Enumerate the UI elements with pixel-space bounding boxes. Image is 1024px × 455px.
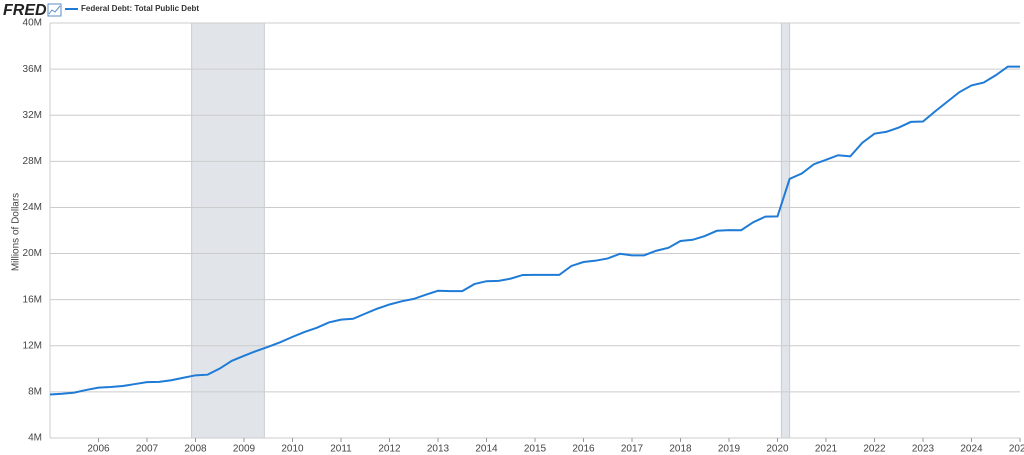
recession-band [780, 22, 791, 439]
y-tick-label: 40M [23, 18, 42, 29]
y-tick-label: 4M [28, 433, 42, 444]
logo-icon [47, 3, 62, 17]
x-tick-label: 2014 [475, 444, 498, 455]
y-tick-label: 12M [23, 340, 42, 351]
y-axis-label: Millions of Dollars [11, 193, 22, 271]
y-tick-label: 24M [23, 202, 42, 213]
x-tick-label: 2013 [427, 444, 450, 455]
y-tick-label: 16M [23, 294, 42, 305]
recession-band [191, 22, 265, 439]
y-tick-label: 28M [23, 156, 42, 167]
x-tick-label: 2010 [281, 444, 304, 455]
x-tick-label: 2016 [572, 444, 595, 455]
y-tick-label: 36M [23, 64, 42, 75]
x-tick-label: 2018 [669, 444, 692, 455]
x-tick-label: 2006 [87, 444, 110, 455]
y-tick-label: 20M [23, 248, 42, 259]
data-line [49, 65, 1021, 396]
x-tick-label: 2022 [863, 444, 886, 455]
x-tick-label: 2025 [1009, 444, 1024, 455]
x-tick-label: 2024 [960, 444, 983, 455]
y-tick-label: 32M [23, 110, 42, 121]
x-tick-label: 2012 [378, 444, 401, 455]
x-tick-label: 2019 [718, 444, 741, 455]
x-tick-label: 2009 [233, 444, 256, 455]
x-tick-label: 2007 [136, 444, 159, 455]
legend-label: Federal Debt: Total Public Debt [81, 4, 199, 13]
y-tick-label: 8M [28, 387, 42, 398]
logo: FRED [3, 2, 47, 19]
x-tick-label: 2015 [524, 444, 547, 455]
x-tick-label: 2017 [621, 444, 644, 455]
x-tick-label: 2011 [330, 444, 352, 455]
x-tick-label: 2023 [912, 444, 935, 455]
x-tick-label: 2020 [766, 444, 789, 455]
x-tick-label: 2021 [815, 444, 838, 455]
x-tick-label: 2008 [184, 444, 207, 455]
